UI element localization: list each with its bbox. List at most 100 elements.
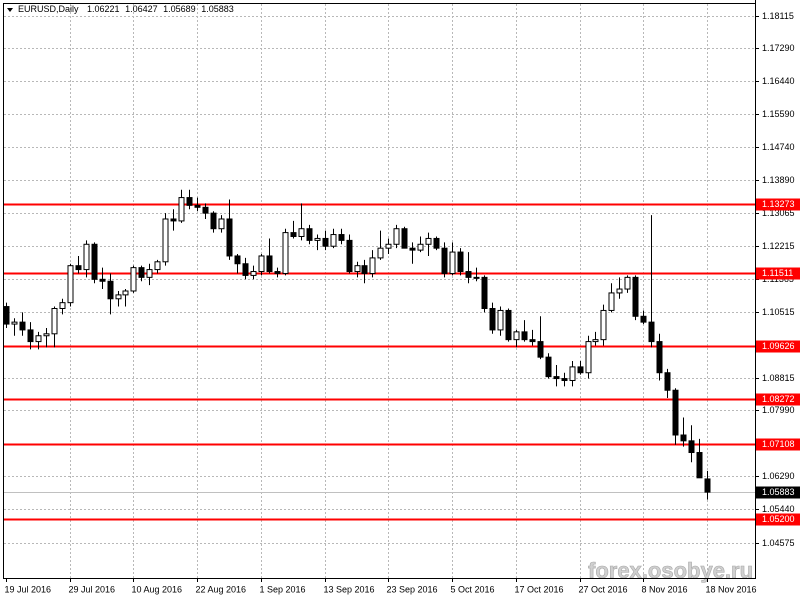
- low-value: 1.05689: [163, 4, 196, 14]
- levels: [4, 203, 755, 521]
- y-tick-label: 1.18115: [762, 11, 794, 21]
- candle-body: [11, 321, 18, 325]
- candle-body: [489, 308, 496, 331]
- candle-body: [600, 309, 607, 341]
- candle-body: [672, 389, 679, 436]
- candle-body: [704, 478, 711, 493]
- candle-body: [409, 247, 416, 251]
- candle-body: [115, 294, 122, 300]
- candle-body: [83, 243, 90, 271]
- candle-body: [51, 308, 58, 335]
- candle-body: [481, 276, 488, 310]
- x-tick-label: 19 Jul 2016: [5, 584, 52, 594]
- y-tick-label: 1.07990: [762, 405, 795, 415]
- candle-body: [35, 335, 42, 343]
- candle-body: [59, 302, 66, 310]
- y-tick-label: 1.13890: [762, 175, 795, 185]
- level-label-box: [756, 513, 800, 526]
- level-label-box: [756, 267, 800, 280]
- candle-body: [322, 237, 329, 247]
- x-tick-label: 18 Nov 2016: [706, 584, 757, 594]
- candle-body: [553, 376, 560, 380]
- candle-body: [75, 265, 82, 271]
- candle-body: [258, 255, 265, 273]
- candle-body: [138, 267, 145, 278]
- x-tick-label: 27 Oct 2016: [579, 584, 628, 594]
- candle-body: [497, 309, 504, 331]
- candle-body: [696, 452, 703, 479]
- candle-body: [202, 206, 209, 214]
- level-label: 1.13273: [762, 199, 795, 209]
- y-tick-label: 1.14740: [762, 142, 795, 152]
- candle-body: [194, 204, 201, 208]
- x-tick-label: 10 Aug 2016: [132, 584, 183, 594]
- y-tick-label: 1.16440: [762, 76, 795, 86]
- candle-body: [178, 197, 185, 222]
- level-label-box: [756, 340, 800, 353]
- candle-body: [465, 271, 472, 278]
- y-tick-label: 1.12215: [762, 241, 795, 251]
- level-label-box: [756, 438, 800, 451]
- candle-body: [107, 280, 114, 300]
- candle-body: [186, 197, 193, 206]
- candle-body: [146, 269, 153, 278]
- candle-body: [226, 218, 233, 257]
- grid: [4, 4, 755, 578]
- candle-body: [130, 267, 137, 292]
- candle-body: [67, 265, 74, 304]
- candle-body: [401, 228, 408, 249]
- y-tick-label: 1.15590: [762, 109, 795, 119]
- candle-body: [43, 333, 50, 337]
- candle-body: [122, 290, 129, 296]
- candle-body: [346, 239, 353, 273]
- candle-body: [314, 237, 321, 241]
- y-tick-label: 1.04575: [762, 538, 795, 548]
- candle-body: [569, 366, 576, 382]
- candle-body: [577, 366, 584, 374]
- x-tick-label: 13 Sep 2016: [324, 584, 375, 594]
- candle-body: [91, 243, 98, 280]
- symbol: EURUSD,Daily: [18, 4, 79, 14]
- candle-body: [521, 331, 528, 341]
- candle-body: [385, 243, 392, 249]
- candle-body: [170, 218, 177, 222]
- x-tick-label: 1 Sep 2016: [260, 584, 306, 594]
- x-tick-label: 17 Oct 2016: [515, 584, 564, 594]
- candle-body: [162, 218, 169, 263]
- candle-body: [545, 356, 552, 378]
- candle-body: [250, 271, 257, 276]
- candle-body: [425, 237, 432, 245]
- candle-body: [632, 276, 639, 317]
- y-tick-label: 1.10515: [762, 307, 795, 317]
- candle-body: [608, 292, 615, 311]
- x-tick-label: 23 Sep 2016: [387, 584, 438, 594]
- last-price-box: [756, 486, 800, 499]
- candle-body: [210, 212, 217, 230]
- level-label-box: [756, 198, 800, 211]
- candle-body: [473, 276, 480, 279]
- x-tick-label: 22 Aug 2016: [196, 584, 247, 594]
- candle-body: [27, 329, 34, 343]
- candle-body: [585, 341, 592, 374]
- candle-body: [441, 247, 448, 274]
- candle-body: [648, 321, 655, 343]
- candle-body: [242, 263, 249, 276]
- menu-triangle[interactable]: [7, 8, 13, 12]
- y-tick-label: 1.05440: [762, 504, 795, 514]
- candle-body: [234, 255, 241, 265]
- candle-body: [688, 440, 695, 454]
- candle-body: [513, 331, 520, 341]
- candle-body: [274, 271, 281, 274]
- candle-body: [298, 228, 305, 237]
- level-label: 1.11511: [762, 268, 793, 278]
- level-label: 1.09626: [762, 341, 795, 351]
- candle-body: [330, 234, 337, 247]
- candle-body: [3, 306, 10, 325]
- candle-body: [537, 341, 544, 358]
- candle-body: [417, 243, 424, 251]
- x-tick-label: 5 Oct 2016: [451, 584, 495, 594]
- candle-body: [338, 234, 345, 241]
- candle-body: [624, 276, 631, 290]
